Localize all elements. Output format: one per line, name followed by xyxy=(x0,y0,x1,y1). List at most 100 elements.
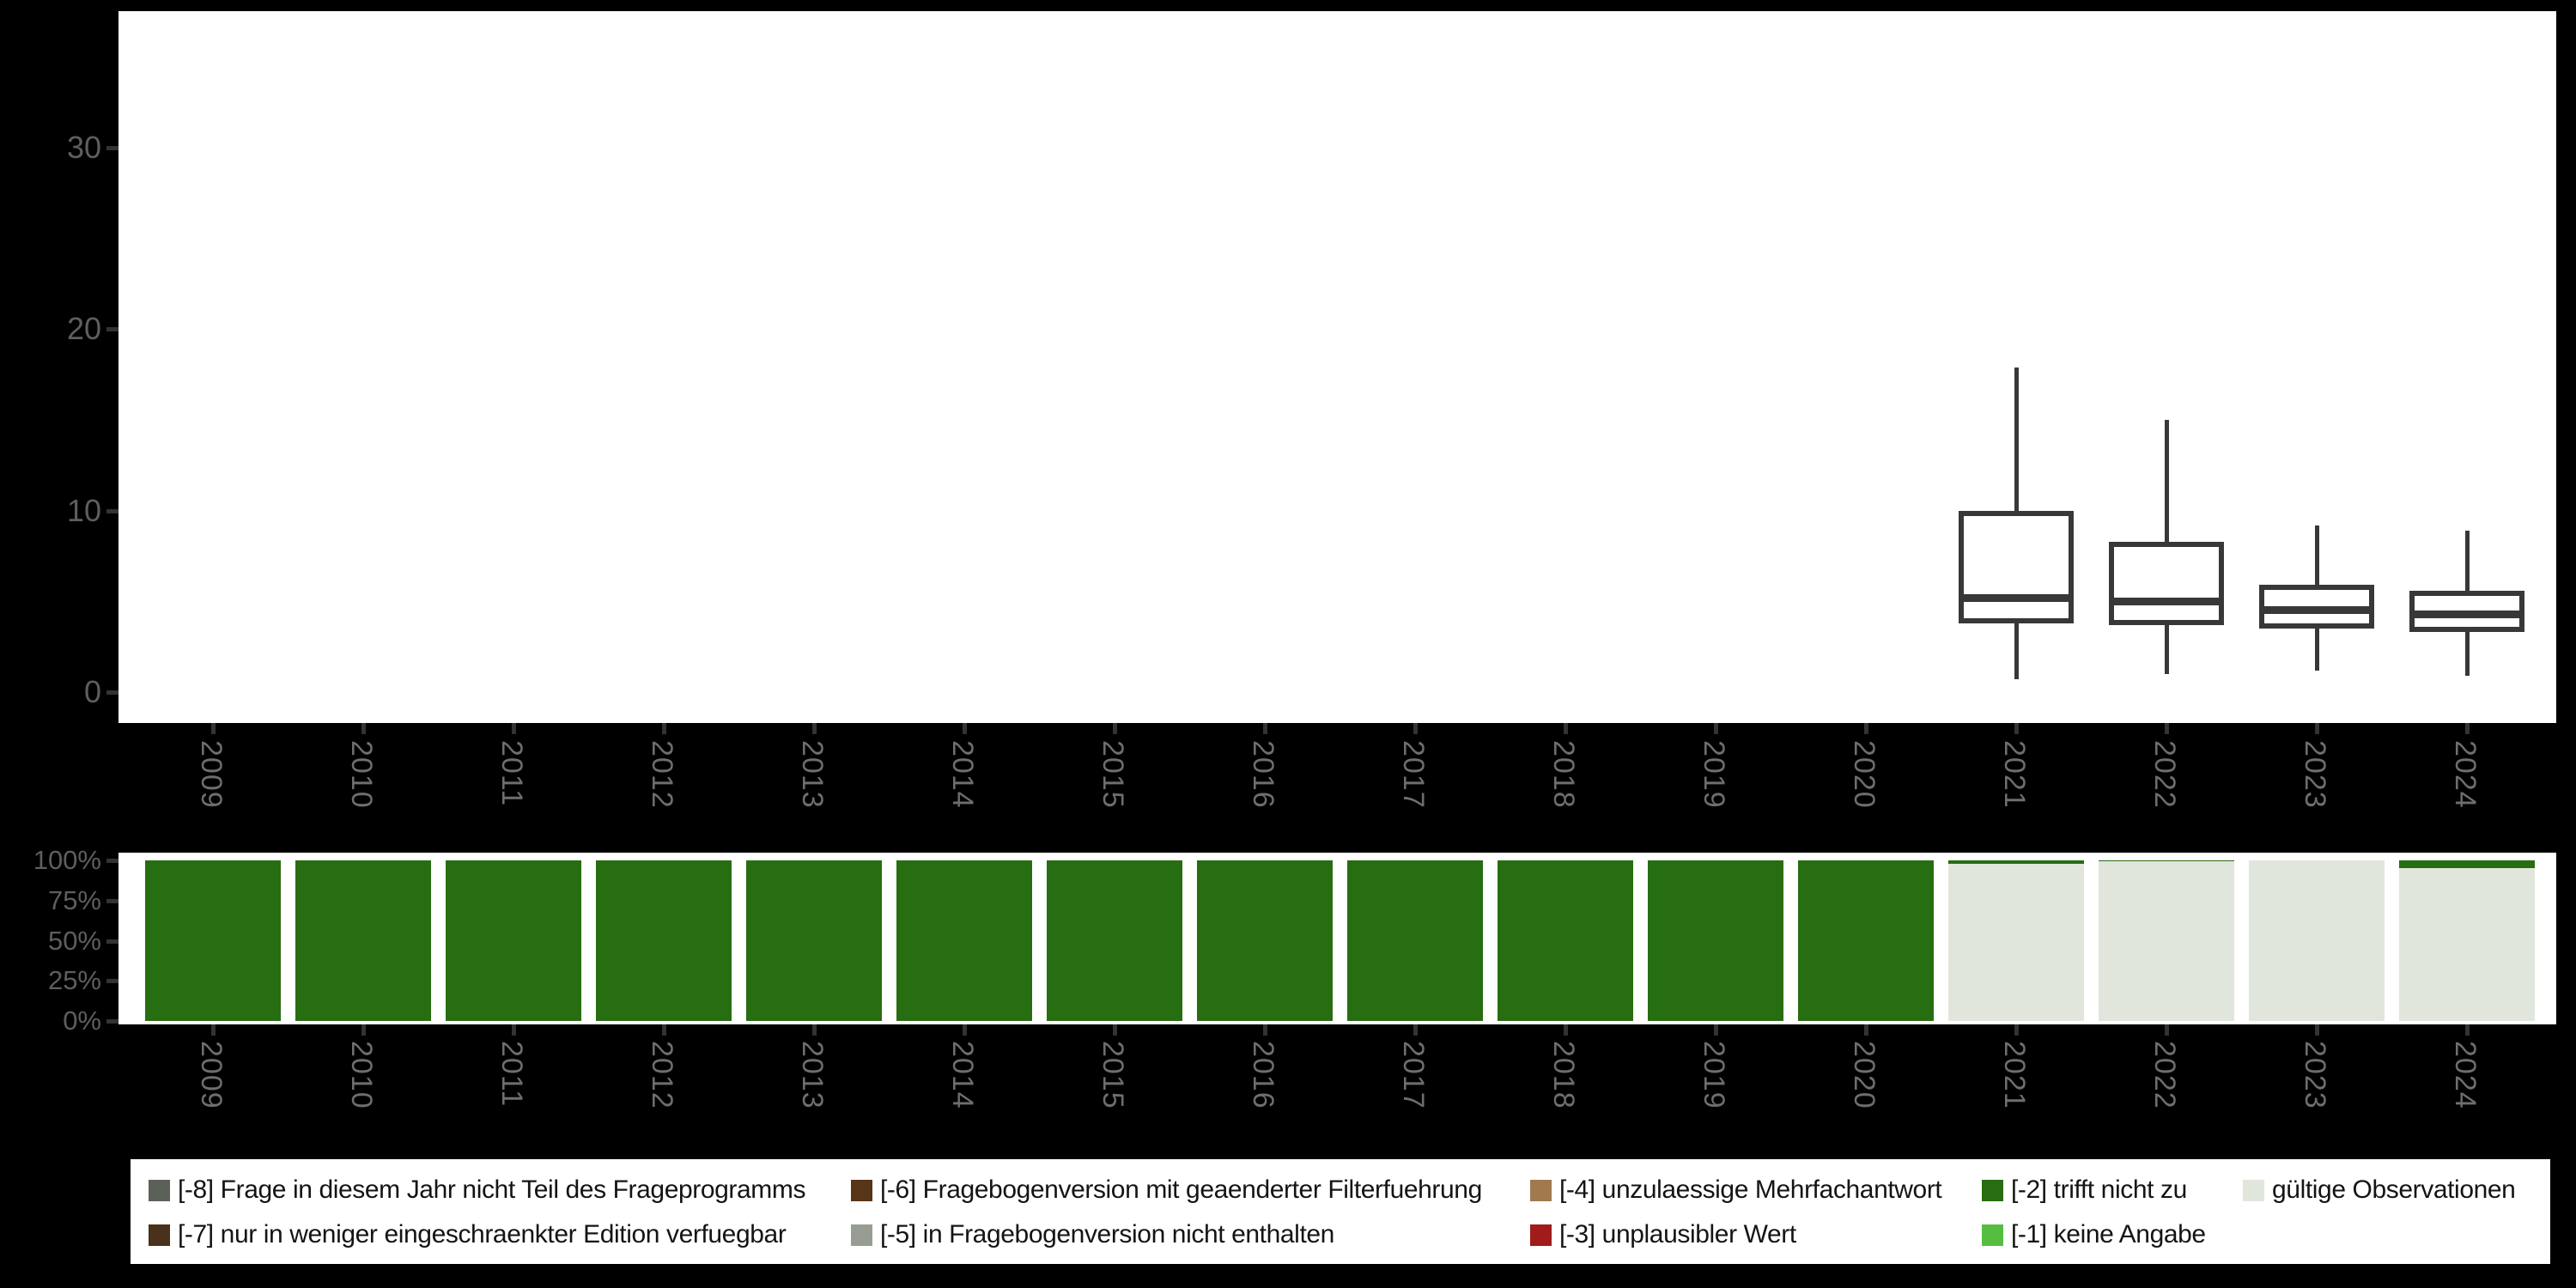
x-axis-year-label: 2011 xyxy=(495,740,528,807)
legend-label--8: [-8] Frage in diesem Jahr nicht Teil des… xyxy=(178,1176,806,1204)
legend-entry--3: [-3] unplausibler Wert xyxy=(1530,1220,1796,1249)
x-axis-year-label: 2016 xyxy=(1247,740,1279,809)
percent-tick-label: 100% xyxy=(33,845,101,875)
x-axis-tickmark xyxy=(1263,723,1267,734)
bar-segment-trifft_nicht_zu xyxy=(2399,860,2535,869)
bar-2019 xyxy=(1648,860,1783,1021)
bar-segment-trifft_nicht_zu xyxy=(1498,860,1633,1021)
bar-x-axis-tickmark xyxy=(1864,1024,1868,1036)
legend-label--6: [-6] Fragebogenversion mit geaenderter F… xyxy=(880,1176,1482,1204)
bar-x-axis-year-label: 2013 xyxy=(796,1041,829,1109)
legend-label--4: [-4] unzulaessige Mehrfachantwort xyxy=(1559,1176,1942,1204)
legend: [-8] Frage in diesem Jahr nicht Teil des… xyxy=(131,1159,2550,1264)
x-axis-year-label: 2013 xyxy=(796,740,829,809)
bar-x-axis-tickmark xyxy=(2465,1024,2470,1036)
y-axis-tickmark xyxy=(106,146,118,151)
bar-segment-gueltige_observationen xyxy=(1948,863,2084,1021)
whisker-upper xyxy=(2314,525,2319,586)
y-axis-tick-label: 30 xyxy=(66,130,101,166)
bar-x-axis-year-label: 2022 xyxy=(2148,1041,2181,1109)
bar-x-axis-year-label: 2010 xyxy=(345,1041,378,1109)
bar-x-axis-tickmark xyxy=(1413,1024,1418,1036)
bar-2018 xyxy=(1498,860,1633,1021)
x-axis-year-label: 2023 xyxy=(2299,740,2331,809)
bar-x-axis-year-label: 2023 xyxy=(2299,1041,2331,1109)
x-axis-year-label: 2015 xyxy=(1097,740,1129,809)
legend-entry--6: [-6] Fragebogenversion mit geaenderter F… xyxy=(851,1176,1482,1205)
box-median xyxy=(2409,610,2524,618)
percent-tickmark xyxy=(106,859,118,863)
x-axis-tickmark xyxy=(211,723,216,734)
bar-segment-gueltige_observationen xyxy=(2399,868,2535,1021)
x-axis-year-label: 2009 xyxy=(195,740,228,809)
bar-x-axis-tickmark xyxy=(361,1024,366,1036)
x-axis-year-label: 2021 xyxy=(1998,740,2031,809)
bar-x-axis-year-label: 2009 xyxy=(195,1041,228,1109)
bar-segment-trifft_nicht_zu xyxy=(2099,860,2234,862)
x-axis-tickmark xyxy=(812,723,817,734)
bar-segment-trifft_nicht_zu xyxy=(896,860,1032,1021)
percent-tickmark xyxy=(106,939,118,944)
percent-tick-label: 50% xyxy=(47,925,101,956)
bar-x-axis-year-label: 2020 xyxy=(1848,1041,1880,1109)
bar-segment-gueltige_observationen xyxy=(2099,861,2234,1021)
bar-x-axis-tickmark xyxy=(2315,1024,2319,1036)
bar-x-axis-tickmark xyxy=(662,1024,666,1036)
x-axis-year-label: 2022 xyxy=(2148,740,2181,809)
bar-x-axis-year-label: 2021 xyxy=(1998,1041,2031,1109)
bar-segment-trifft_nicht_zu xyxy=(1347,860,1483,1021)
legend-entry--2: [-2] trifft nicht zu xyxy=(1982,1176,2187,1205)
whisker-upper xyxy=(2014,367,2019,511)
x-axis-tickmark xyxy=(512,723,516,734)
legend-entry--4: [-4] unzulaessige Mehrfachantwort xyxy=(1530,1176,1942,1205)
bar-segment-trifft_nicht_zu xyxy=(1948,860,2084,864)
x-axis-tickmark xyxy=(2315,723,2319,734)
bar-x-axis-year-label: 2017 xyxy=(1397,1041,1430,1109)
box-median xyxy=(2109,597,2224,605)
stacked-bar-panel xyxy=(118,853,2556,1024)
x-axis-tickmark xyxy=(361,723,366,734)
bar-segment-trifft_nicht_zu xyxy=(1197,860,1333,1021)
y-axis-tickmark xyxy=(106,327,118,332)
bar-2012 xyxy=(596,860,732,1021)
bar-x-axis-year-label: 2014 xyxy=(946,1041,979,1109)
bar-x-axis-tickmark xyxy=(1714,1024,1718,1036)
bar-x-axis-year-label: 2019 xyxy=(1698,1041,1730,1109)
x-axis-year-label: 2020 xyxy=(1848,740,1880,809)
legend-swatch--7 xyxy=(149,1224,170,1246)
bar-2020 xyxy=(1798,860,1934,1021)
bar-x-axis-tickmark xyxy=(2014,1024,2019,1036)
bar-2009 xyxy=(145,860,281,1021)
bar-2023 xyxy=(2249,860,2385,1021)
x-axis-tickmark xyxy=(1714,723,1718,734)
legend-swatch--3 xyxy=(1530,1224,1552,1246)
legend-swatch--8 xyxy=(149,1179,170,1201)
legend-swatch-valid xyxy=(2243,1179,2264,1201)
y-axis-tickmark xyxy=(106,690,118,695)
bar-x-axis-tickmark xyxy=(963,1024,967,1036)
box-iqr xyxy=(1959,510,2074,623)
bar-segment-trifft_nicht_zu xyxy=(746,860,882,1021)
y-axis-tick-label: 10 xyxy=(66,492,101,528)
bar-segment-trifft_nicht_zu xyxy=(596,860,732,1021)
whisker-upper xyxy=(2464,530,2470,591)
legend-swatch--2 xyxy=(1982,1179,2003,1201)
legend-label--3: [-3] unplausibler Wert xyxy=(1559,1220,1796,1249)
bar-segment-trifft_nicht_zu xyxy=(446,860,581,1021)
bar-2010 xyxy=(295,860,431,1021)
bar-2011 xyxy=(446,860,581,1021)
whisker-lower xyxy=(2464,632,2470,676)
legend-swatch--4 xyxy=(1530,1179,1552,1201)
bar-x-axis-year-label: 2011 xyxy=(495,1041,528,1108)
x-axis-year-label: 2024 xyxy=(2449,740,2482,809)
bar-segment-trifft_nicht_zu xyxy=(1047,860,1182,1021)
bar-x-axis-year-label: 2015 xyxy=(1097,1041,1129,1109)
bar-2014 xyxy=(896,860,1032,1021)
percent-tick-label: 75% xyxy=(47,884,101,915)
x-axis-tickmark xyxy=(2014,723,2019,734)
bar-segment-trifft_nicht_zu xyxy=(145,860,281,1021)
bar-x-axis-year-label: 2016 xyxy=(1247,1041,1279,1109)
legend-entry--7: [-7] nur in weniger eingeschraenkter Edi… xyxy=(149,1220,787,1249)
bar-segment-trifft_nicht_zu xyxy=(1648,860,1783,1021)
